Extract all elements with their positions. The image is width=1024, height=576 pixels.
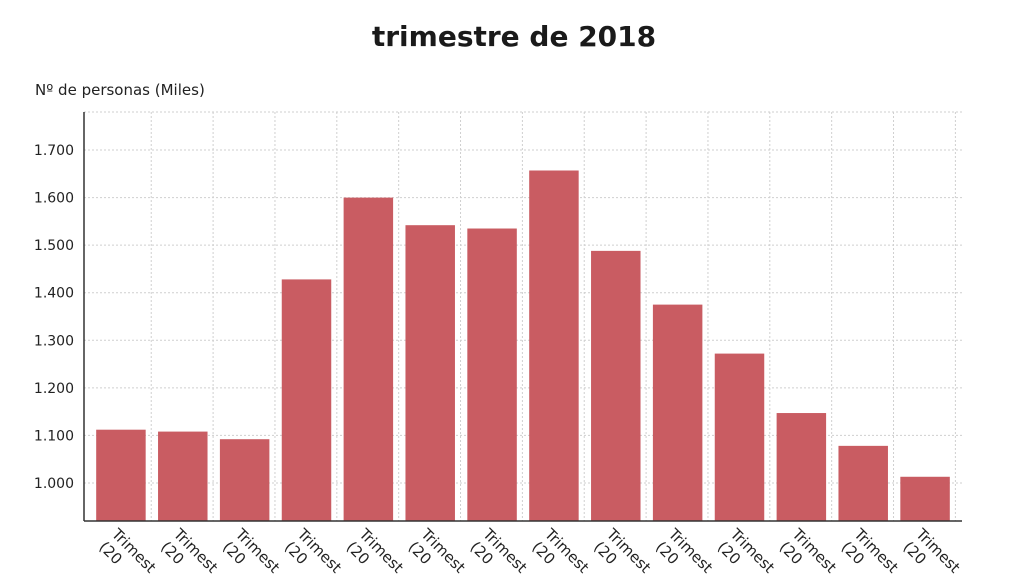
y-tick-label: 1.000 bbox=[34, 476, 74, 492]
bar bbox=[343, 197, 394, 521]
bar bbox=[219, 439, 270, 521]
bar bbox=[405, 225, 455, 522]
gridlines bbox=[84, 111, 962, 521]
bars bbox=[96, 170, 950, 522]
bar bbox=[529, 170, 579, 521]
y-tick-label: 1.400 bbox=[34, 286, 74, 302]
x-tick-label: Trimest(20 bbox=[713, 524, 778, 576]
bar bbox=[158, 431, 208, 521]
bar bbox=[281, 279, 332, 521]
bar bbox=[96, 429, 146, 521]
y-tick-label: 1.700 bbox=[34, 143, 74, 159]
x-tick-label: Trimest(20 bbox=[775, 524, 840, 576]
y-tick-labels: 1.000 1.100 1.200 1.300 1.400 1.500 1.600 1.700 bbox=[34, 143, 74, 492]
x-tick-labels: Trimest(20 Trimest(20 Trimest(20 Trimest(20… bbox=[95, 524, 964, 576]
x-tick-label: Trimest(20 bbox=[651, 524, 716, 576]
x-tick-label: Trimest(20 bbox=[466, 524, 531, 576]
y-tick-label: 1.600 bbox=[34, 191, 74, 207]
x-tick-label: Trimest(20 bbox=[157, 524, 222, 576]
x-tick-label: Trimest(20 bbox=[837, 524, 902, 576]
bar bbox=[467, 228, 517, 521]
y-tick-label: 1.500 bbox=[34, 238, 74, 254]
x-tick-label: Trimest(20 bbox=[528, 524, 593, 576]
y-tick-label: 1.100 bbox=[34, 428, 74, 444]
x-tick-label: Trimest(20 bbox=[342, 524, 407, 576]
bar bbox=[714, 353, 765, 521]
x-tick-label: Trimest(20 bbox=[218, 524, 283, 576]
chart-title-line-2: trimestre de 2018 bbox=[372, 20, 656, 53]
bar bbox=[652, 304, 703, 521]
y-tick-label: 1.200 bbox=[34, 381, 74, 397]
y-tick-label: 1.300 bbox=[34, 333, 74, 349]
x-tick-label: Trimest(20 bbox=[404, 524, 469, 576]
bar bbox=[591, 250, 641, 522]
x-tick-label: Trimest(20 bbox=[280, 524, 345, 576]
x-tick-label: Trimest(20 bbox=[899, 524, 964, 576]
x-tick-label: Trimest(20 bbox=[95, 524, 160, 576]
bar bbox=[900, 476, 950, 521]
x-tick-label: Trimest(20 bbox=[590, 524, 655, 576]
bar bbox=[776, 413, 827, 521]
bar bbox=[838, 445, 888, 521]
y-axis-label: Nº de personas (Miles) bbox=[35, 81, 205, 99]
